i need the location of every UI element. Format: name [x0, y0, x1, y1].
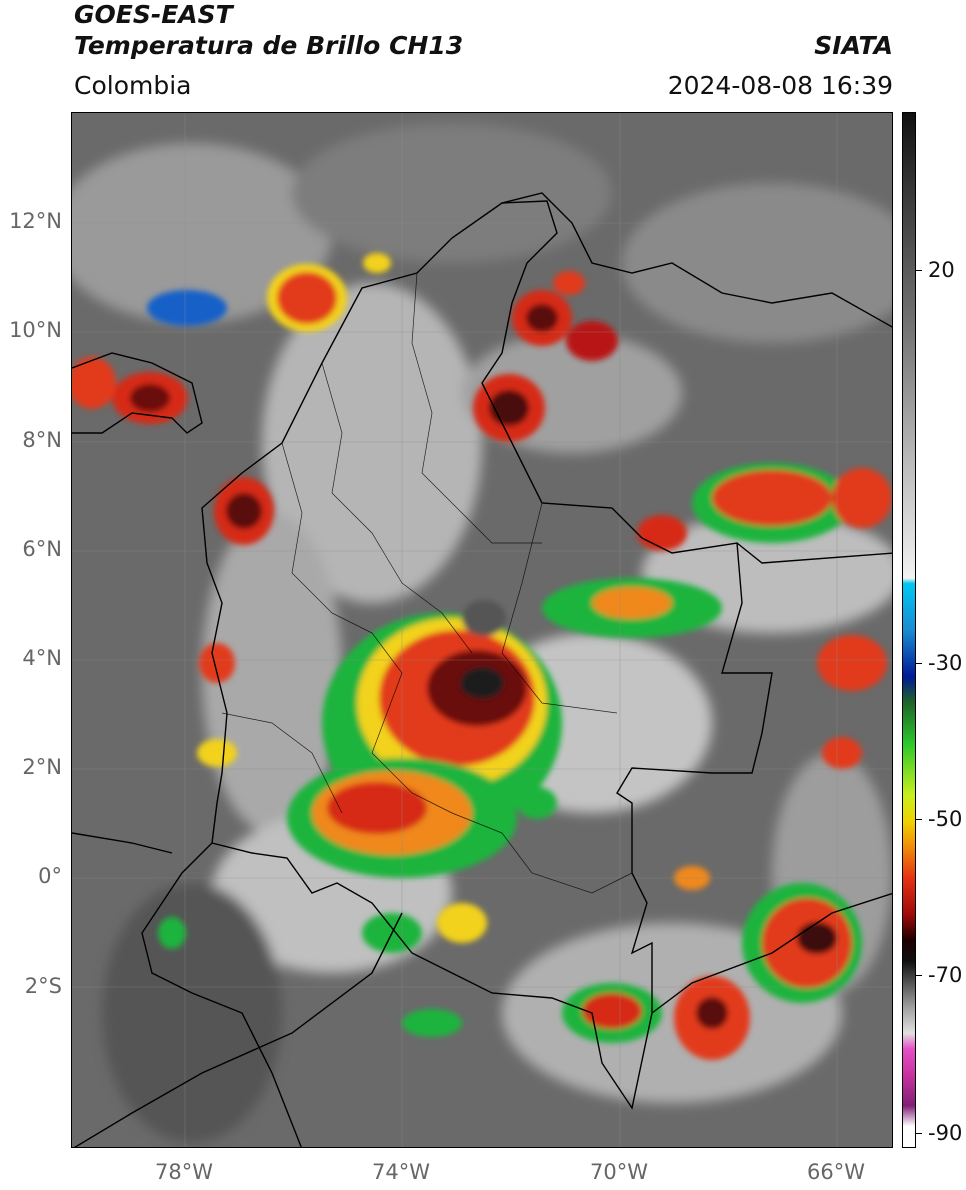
lat-label-12n: 12°N — [9, 209, 62, 233]
product-title: Temperatura de Brillo CH13 — [74, 31, 464, 60]
satellite-title: GOES-EAST — [74, 0, 233, 29]
colorbar-label-minus50: -50 — [928, 807, 963, 831]
colorbar-label-20: 20 — [928, 258, 955, 282]
colorbar-tick-20 — [916, 270, 922, 271]
lat-label-4n: 4°N — [22, 646, 62, 670]
colorbar-tick-minus30 — [916, 663, 922, 664]
satellite-map[interactable] — [71, 112, 893, 1148]
lon-label-74w: 74°W — [372, 1160, 430, 1184]
temperature-colorbar — [902, 112, 916, 1148]
lat-label-10n: 10°N — [9, 318, 62, 342]
lat-label-2n: 2°N — [22, 755, 62, 779]
country-borders — [72, 192, 892, 1147]
lat-label-6n: 6°N — [22, 537, 62, 561]
lon-label-78w: 78°W — [155, 1160, 213, 1184]
colorbar-tick-minus70 — [916, 975, 922, 976]
colorbar-label-minus30: -30 — [928, 651, 963, 675]
region-label: Colombia — [74, 71, 192, 100]
storm-cells — [72, 253, 892, 1060]
colorbar-label-minus70: -70 — [928, 963, 963, 987]
source-label: SIATA — [814, 31, 893, 60]
datetime-label: 2024-08-08 16:39 — [667, 71, 893, 100]
colorbar-tick-minus90 — [916, 1133, 922, 1134]
lon-label-66w: 66°W — [807, 1160, 865, 1184]
graticule — [72, 113, 892, 1147]
colorbar-label-minus90: -90 — [928, 1121, 963, 1145]
lat-label-0: 0° — [38, 864, 62, 888]
lat-label-8n: 8°N — [22, 428, 62, 452]
lat-label-2s: 2°S — [24, 974, 62, 998]
map-canvas — [72, 113, 892, 1147]
colorbar-tick-minus50 — [916, 819, 922, 820]
lon-label-70w: 70°W — [590, 1160, 648, 1184]
department-borders — [221, 272, 633, 894]
